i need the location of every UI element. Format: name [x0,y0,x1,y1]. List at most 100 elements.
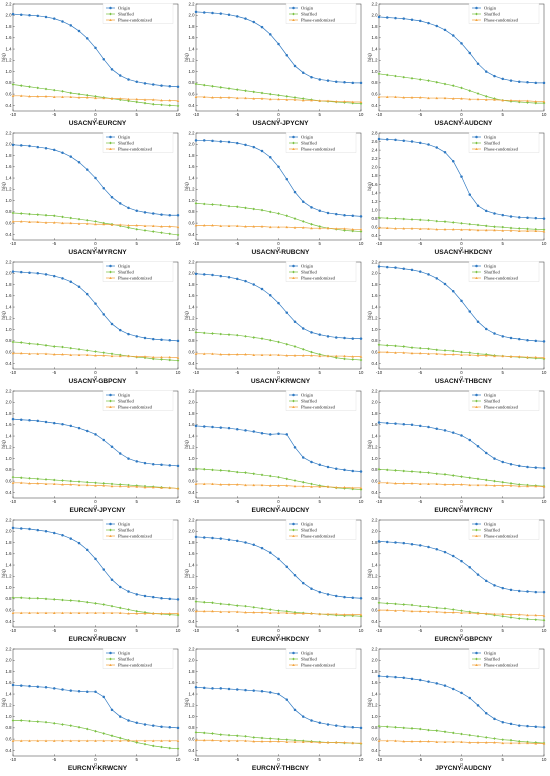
chart-panel: 0.4 0.6 0.8 1.0 1.2 1.4 1.6 1.8 2.0 2.2 -10 -5 0 5 10 h… [366,0,549,129]
y-tick-label: 1.2 [372,316,379,321]
data-point [277,484,280,487]
data-point [19,220,23,223]
legend-box [102,390,174,411]
data-point [11,94,15,97]
x-tick-label: -5 [235,757,239,762]
data-point [277,353,280,356]
data-point [94,46,97,50]
x-axis-title: q [277,634,280,639]
data-point [19,611,23,614]
data-point [394,16,397,20]
data-point [277,301,280,305]
data-point [476,483,480,487]
data-point [36,528,39,532]
data-point [451,84,455,88]
y-tick-label: 1.0 [372,456,379,461]
x-axis-title: q [460,634,463,639]
legend-label-shuffled: Shuffled [118,141,134,146]
data-point [302,327,305,330]
data-point [394,344,397,348]
data-point [310,719,313,722]
y-axis-title: h(q) [185,53,190,62]
data-point [69,155,72,158]
data-point [69,724,73,727]
data-point [44,343,48,347]
data-point [194,331,198,334]
data-point [44,95,48,98]
x-tick-label: 10 [176,241,181,246]
data-point [244,143,247,147]
legend-marker-origin [109,6,112,10]
data-point [326,99,330,102]
x-axis-title: q [460,505,463,510]
data-point [86,548,89,552]
data-point [19,84,23,88]
data-point [110,482,114,486]
x-axis-title: q [94,763,97,768]
data-point [386,675,389,678]
y-tick-label: 2.0 [6,529,13,534]
data-point [293,354,297,357]
data-point [160,358,163,361]
data-point [61,151,64,154]
data-point [343,354,346,358]
data-point [277,165,280,169]
series-line [195,536,362,599]
data-point [219,332,223,336]
chart-panel: 0.4 0.6 0.8 1.0 1.2 1.4 1.6 1.8 2.0 2.2 -10 -5 0 5 10 h… [0,387,183,516]
legend-label-phase: Phase-randomized [118,534,153,539]
y-tick-label: 1.0 [372,207,379,212]
data-point [260,546,264,550]
data-point [526,613,529,617]
data-point [542,742,546,745]
data-point [542,217,546,220]
data-point [61,345,64,349]
data-point [451,349,455,353]
data-point [119,715,122,718]
data-point [94,611,97,614]
data-point [518,464,521,468]
legend-marker-shuffled [109,528,112,532]
data-point [427,352,430,355]
data-point [343,486,346,489]
data-point [451,221,455,224]
data-point [326,335,330,338]
chart-svg: 0.40.60.81.01.21.41.61.82.02.2-10 -5 0 5 10h… [2,646,181,772]
data-point [334,354,338,358]
panel-title: EURCNY-MYRCNY [434,507,493,514]
y-tick-label: 1.0 [372,585,379,590]
data-point [69,479,73,483]
y-axis-title: h(q) [2,311,7,320]
data-point [19,481,23,484]
data-point [509,99,513,102]
data-point [168,213,171,217]
legend-label-phase: Phase-randomized [301,405,336,410]
data-point [394,138,397,142]
legend-label-phase: Phase-randomized [484,276,519,281]
series-origin [11,683,180,730]
data-point [534,484,538,488]
data-point [86,429,89,433]
data-point [252,145,255,149]
data-point [11,481,15,484]
y-tick-label: 1.8 [6,669,13,674]
data-point [359,81,363,85]
data-point [351,487,355,491]
data-point [452,431,455,434]
legend-label-origin: Origin [484,393,497,398]
data-point [293,64,297,68]
data-point [69,611,73,614]
y-tick-label: 2.2 [189,130,196,135]
data-point [176,739,180,742]
legend-marker-shuffled [292,399,295,403]
data-point [394,74,397,78]
data-point [219,687,222,690]
series-phase [377,226,546,233]
y-tick-label: 0.6 [372,92,379,97]
data-point [61,598,64,602]
chart-svg: 0.40.60.81.01.21.41.61.82.02.2-10 -5 0 5 10h… [368,517,547,643]
data-point [410,603,414,607]
data-point [443,28,447,32]
data-point [61,20,64,23]
data-point [542,340,546,343]
